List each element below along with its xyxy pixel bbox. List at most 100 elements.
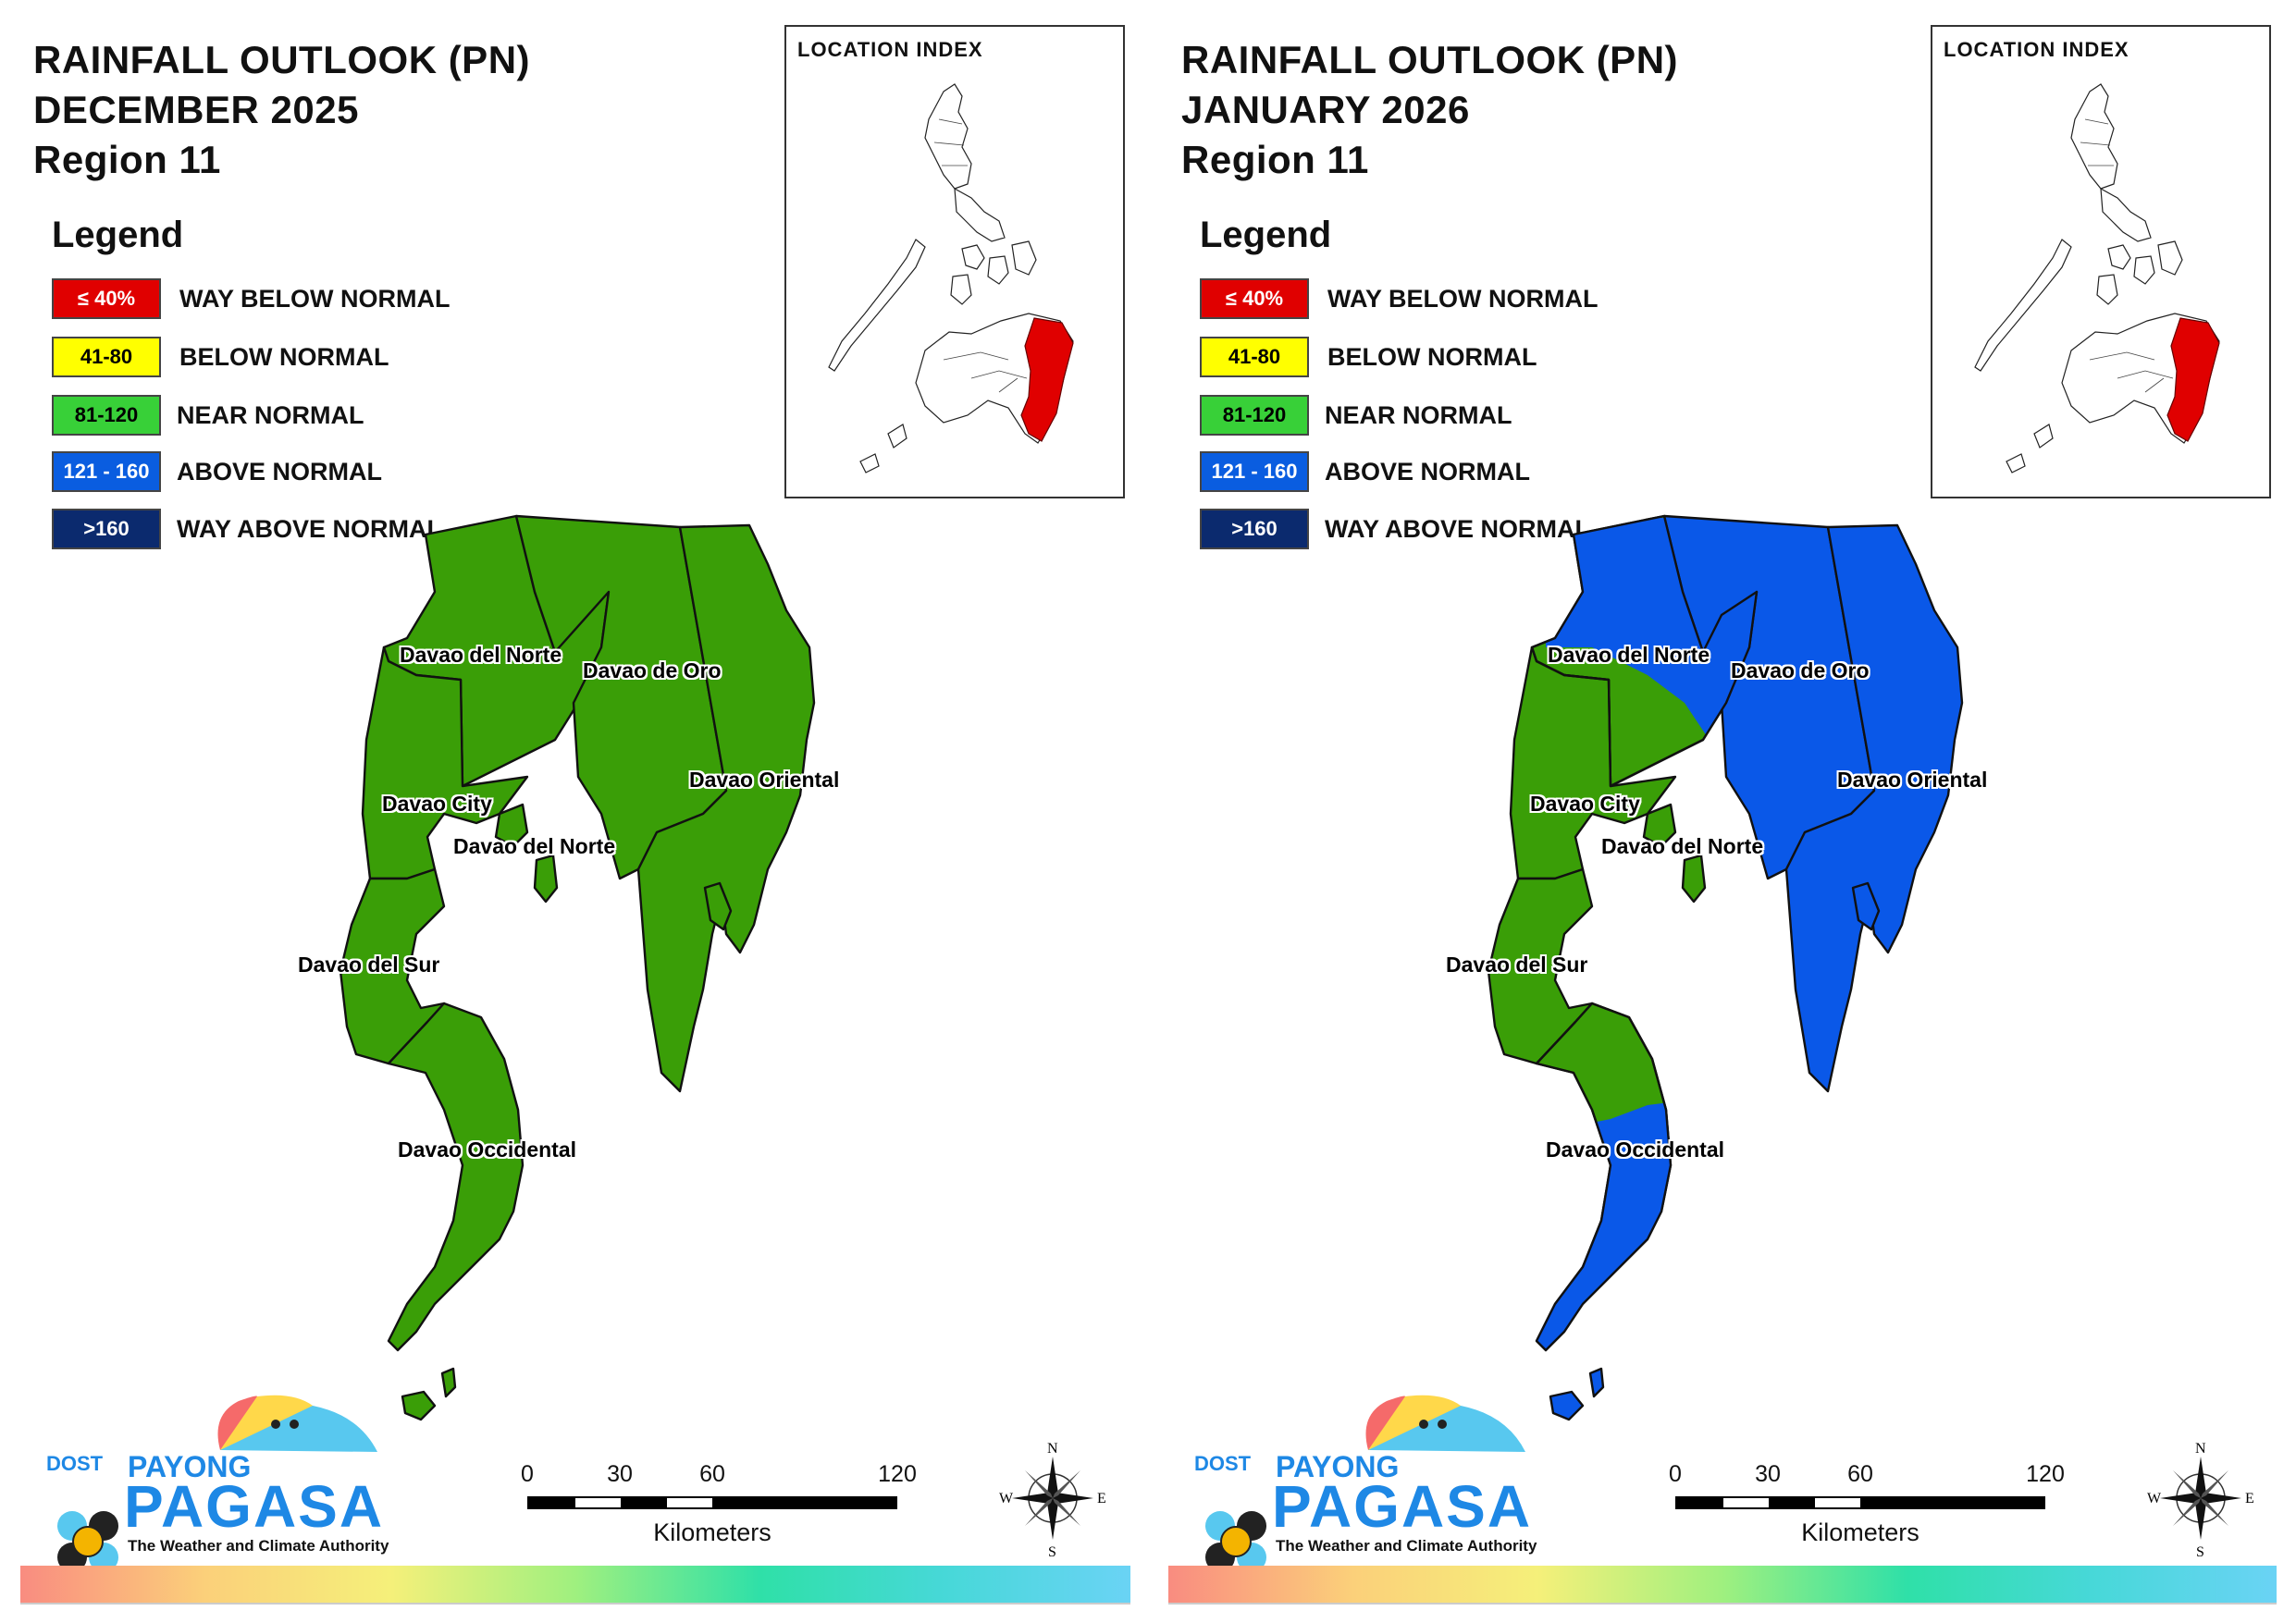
logo-tagline: The Weather and Climate Authority xyxy=(1276,1537,1537,1555)
label-davao-city: Davao City xyxy=(382,792,492,816)
title-line-1: RAINFALL OUTLOOK (PN) xyxy=(1181,38,1679,81)
province-davao-oriental xyxy=(1784,523,1964,1093)
region-11-map xyxy=(339,514,816,1421)
legend-title: Legend xyxy=(52,215,184,255)
label-davao-del-sur: Davao del Sur xyxy=(1446,953,1588,977)
region-11-map xyxy=(1487,514,1964,1421)
legend-label: WAY BELOW NORMAL xyxy=(1327,285,1599,313)
compass-n: N xyxy=(2195,1441,2206,1457)
philippines-outline-map xyxy=(828,83,1074,473)
compass-rose-icon: N S W E xyxy=(2147,1438,2258,1560)
location-index-title: LOCATION INDEX xyxy=(1944,38,2129,61)
footer-gradient-bar xyxy=(1168,1566,2277,1603)
compass-n: N xyxy=(1047,1441,1058,1457)
label-davao-del-norte-north: Davao del Norte xyxy=(1548,643,1710,667)
footer-baseline xyxy=(1168,1603,2277,1605)
legend-title: Legend xyxy=(1200,215,1332,255)
legend-item-above-normal: 121 - 160 ABOVE NORMAL xyxy=(52,451,533,492)
scale-tick: 120 xyxy=(878,1461,917,1487)
title-line-1: RAINFALL OUTLOOK (PN) xyxy=(33,38,531,81)
island-samal xyxy=(703,881,733,931)
legend-label: NEAR NORMAL xyxy=(177,401,364,429)
footer-baseline xyxy=(20,1603,1130,1605)
legend-label: WAY ABOVE NORMAL xyxy=(177,515,443,543)
label-davao-del-norte-south: Davao del Norte xyxy=(1601,834,1764,858)
province-davao-occidental-island xyxy=(1549,1390,1585,1421)
logo-payong-text: PAYONG xyxy=(1276,1450,1400,1483)
logo-pagasa-text: PAGASA xyxy=(124,1473,385,1540)
label-davao-del-norte-north: Davao del Norte xyxy=(400,643,562,667)
label-davao-oriental: Davao Oriental xyxy=(1837,768,1988,792)
legend-item-below-normal: 41-80 BELOW NORMAL xyxy=(52,337,533,377)
scale-tick: 0 xyxy=(521,1461,534,1487)
province-davao-del-norte-south xyxy=(494,803,529,848)
legend-item-way-below-normal: ≤ 40% WAY BELOW NORMAL xyxy=(52,278,533,319)
legend-label: WAY BELOW NORMAL xyxy=(179,285,451,313)
umbrella-logo-icon xyxy=(1205,1395,1525,1572)
province-davao-occidental-island xyxy=(401,1390,437,1421)
label-davao-de-oro: Davao de Oro xyxy=(583,658,722,682)
legend-swatch: ≤ 40% xyxy=(1200,278,1309,319)
label-davao-city: Davao City xyxy=(1530,792,1640,816)
region-11-highlight xyxy=(2166,317,2220,442)
scale-tick: 30 xyxy=(607,1461,633,1487)
panel-title: RAINFALL OUTLOOK (PN) DECEMBER 2025 Regi… xyxy=(33,35,530,185)
legend-swatch: 81-120 xyxy=(52,395,161,436)
label-davao-de-oro: Davao de Oro xyxy=(1731,658,1870,682)
umbrella-logo-icon xyxy=(57,1395,377,1572)
province-davao-city xyxy=(361,646,529,880)
scale-unit: Kilometers xyxy=(653,1518,772,1546)
legend-swatch: 81-120 xyxy=(1200,395,1309,436)
label-davao-del-norte-south: Davao del Norte xyxy=(453,834,616,858)
legend-label: ABOVE NORMAL xyxy=(1325,458,1530,486)
outlook-panel-december: RAINFALL OUTLOOK (PN) DECEMBER 2025 Regi… xyxy=(20,25,1130,1605)
title-line-2: DECEMBER 2025 xyxy=(33,88,359,131)
legend-swatch: >160 xyxy=(52,509,161,549)
label-davao-occidental: Davao Occidental xyxy=(398,1137,577,1162)
logo-payong-text: PAYONG xyxy=(128,1450,252,1483)
compass-s: S xyxy=(1048,1544,1056,1558)
legend-swatch: 121 - 160 xyxy=(52,451,161,492)
compass-w: W xyxy=(2147,1491,2162,1506)
legend-label: WAY ABOVE NORMAL xyxy=(1325,515,1591,543)
legend-item-near-normal: 81-120 NEAR NORMAL xyxy=(1200,395,1681,436)
logo-dost-text: DOST xyxy=(1194,1452,1252,1475)
compass-w: W xyxy=(999,1491,1014,1506)
label-davao-del-sur: Davao del Sur xyxy=(298,953,440,977)
scale-bar-graphic xyxy=(1675,1496,2045,1509)
title-line-2: JANUARY 2026 xyxy=(1181,88,1470,131)
legend-swatch: 41-80 xyxy=(1200,337,1309,377)
scale-bar-graphic xyxy=(527,1496,897,1509)
logo-tagline: The Weather and Climate Authority xyxy=(128,1537,389,1555)
footer-gradient-bar xyxy=(20,1566,1130,1603)
province-davao-del-norte-island xyxy=(1681,854,1707,904)
payong-pagasa-logo: DOST PAYONG PAGASA The Weather and Clima… xyxy=(1183,1387,1553,1572)
legend-label: BELOW NORMAL xyxy=(1327,343,1537,371)
legend-swatch: ≤ 40% xyxy=(52,278,161,319)
compass-rose-icon: N S W E xyxy=(999,1438,1110,1560)
scale-tick: 120 xyxy=(2026,1461,2065,1487)
legend-item-below-normal: 41-80 BELOW NORMAL xyxy=(1200,337,1681,377)
scale-tick: 30 xyxy=(1755,1461,1781,1487)
legend-label: BELOW NORMAL xyxy=(179,343,389,371)
location-index-title: LOCATION INDEX xyxy=(797,38,983,61)
logo-dost-text: DOST xyxy=(46,1452,104,1475)
province-davao-occidental xyxy=(387,1002,525,1352)
legend-swatch: >160 xyxy=(1200,509,1309,549)
scale-unit: Kilometers xyxy=(1801,1518,1920,1546)
province-davao-occidental-islet xyxy=(1588,1367,1605,1398)
legend-item-way-above-normal: >160 WAY ABOVE NORMAL xyxy=(52,509,533,549)
legend-swatch: 121 - 160 xyxy=(1200,451,1309,492)
province-davao-occidental-islet xyxy=(440,1367,457,1398)
outlook-panel-january: RAINFALL OUTLOOK (PN) JANUARY 2026 Regio… xyxy=(1148,0,2296,1623)
province-davao-del-norte-south xyxy=(1642,803,1677,848)
scale-tick: 60 xyxy=(699,1461,725,1487)
province-davao-del-norte-island xyxy=(533,854,559,904)
compass-e: E xyxy=(2245,1491,2254,1506)
legend-item-above-normal: 121 - 160 ABOVE NORMAL xyxy=(1200,451,1681,492)
island-samal xyxy=(1851,881,1881,931)
location-index-inset: LOCATION INDEX xyxy=(784,25,1125,498)
legend-item-near-normal: 81-120 NEAR NORMAL xyxy=(52,395,533,436)
label-davao-occidental: Davao Occidental xyxy=(1546,1137,1725,1162)
legend-swatch: 41-80 xyxy=(52,337,161,377)
